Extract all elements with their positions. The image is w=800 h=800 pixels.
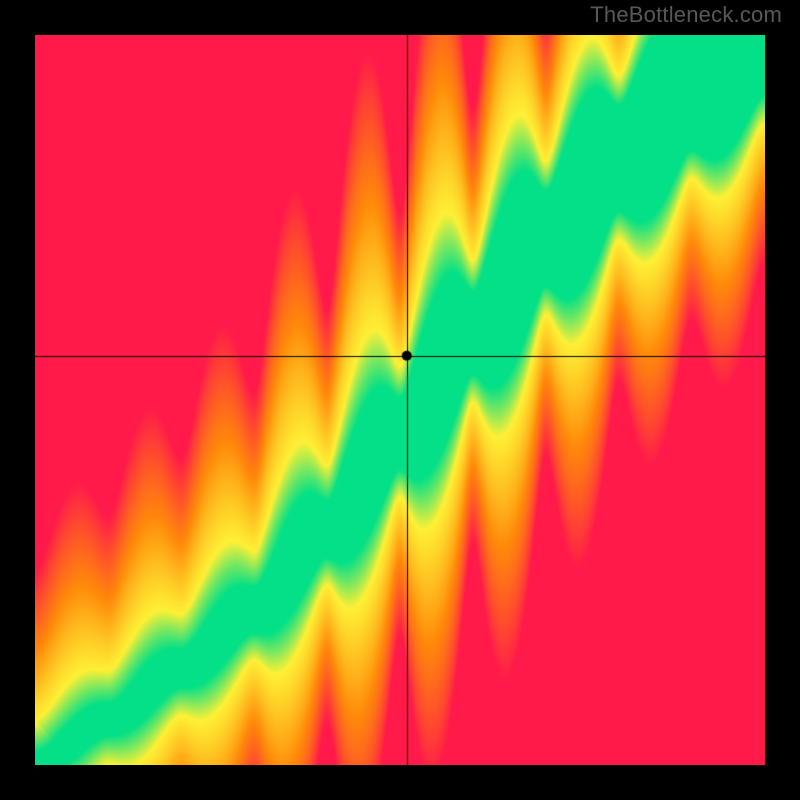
- chart-container: TheBottleneck.com: [0, 0, 800, 800]
- heatmap-canvas: [35, 35, 765, 765]
- plot-area: [35, 35, 765, 765]
- watermark-text: TheBottleneck.com: [590, 2, 782, 28]
